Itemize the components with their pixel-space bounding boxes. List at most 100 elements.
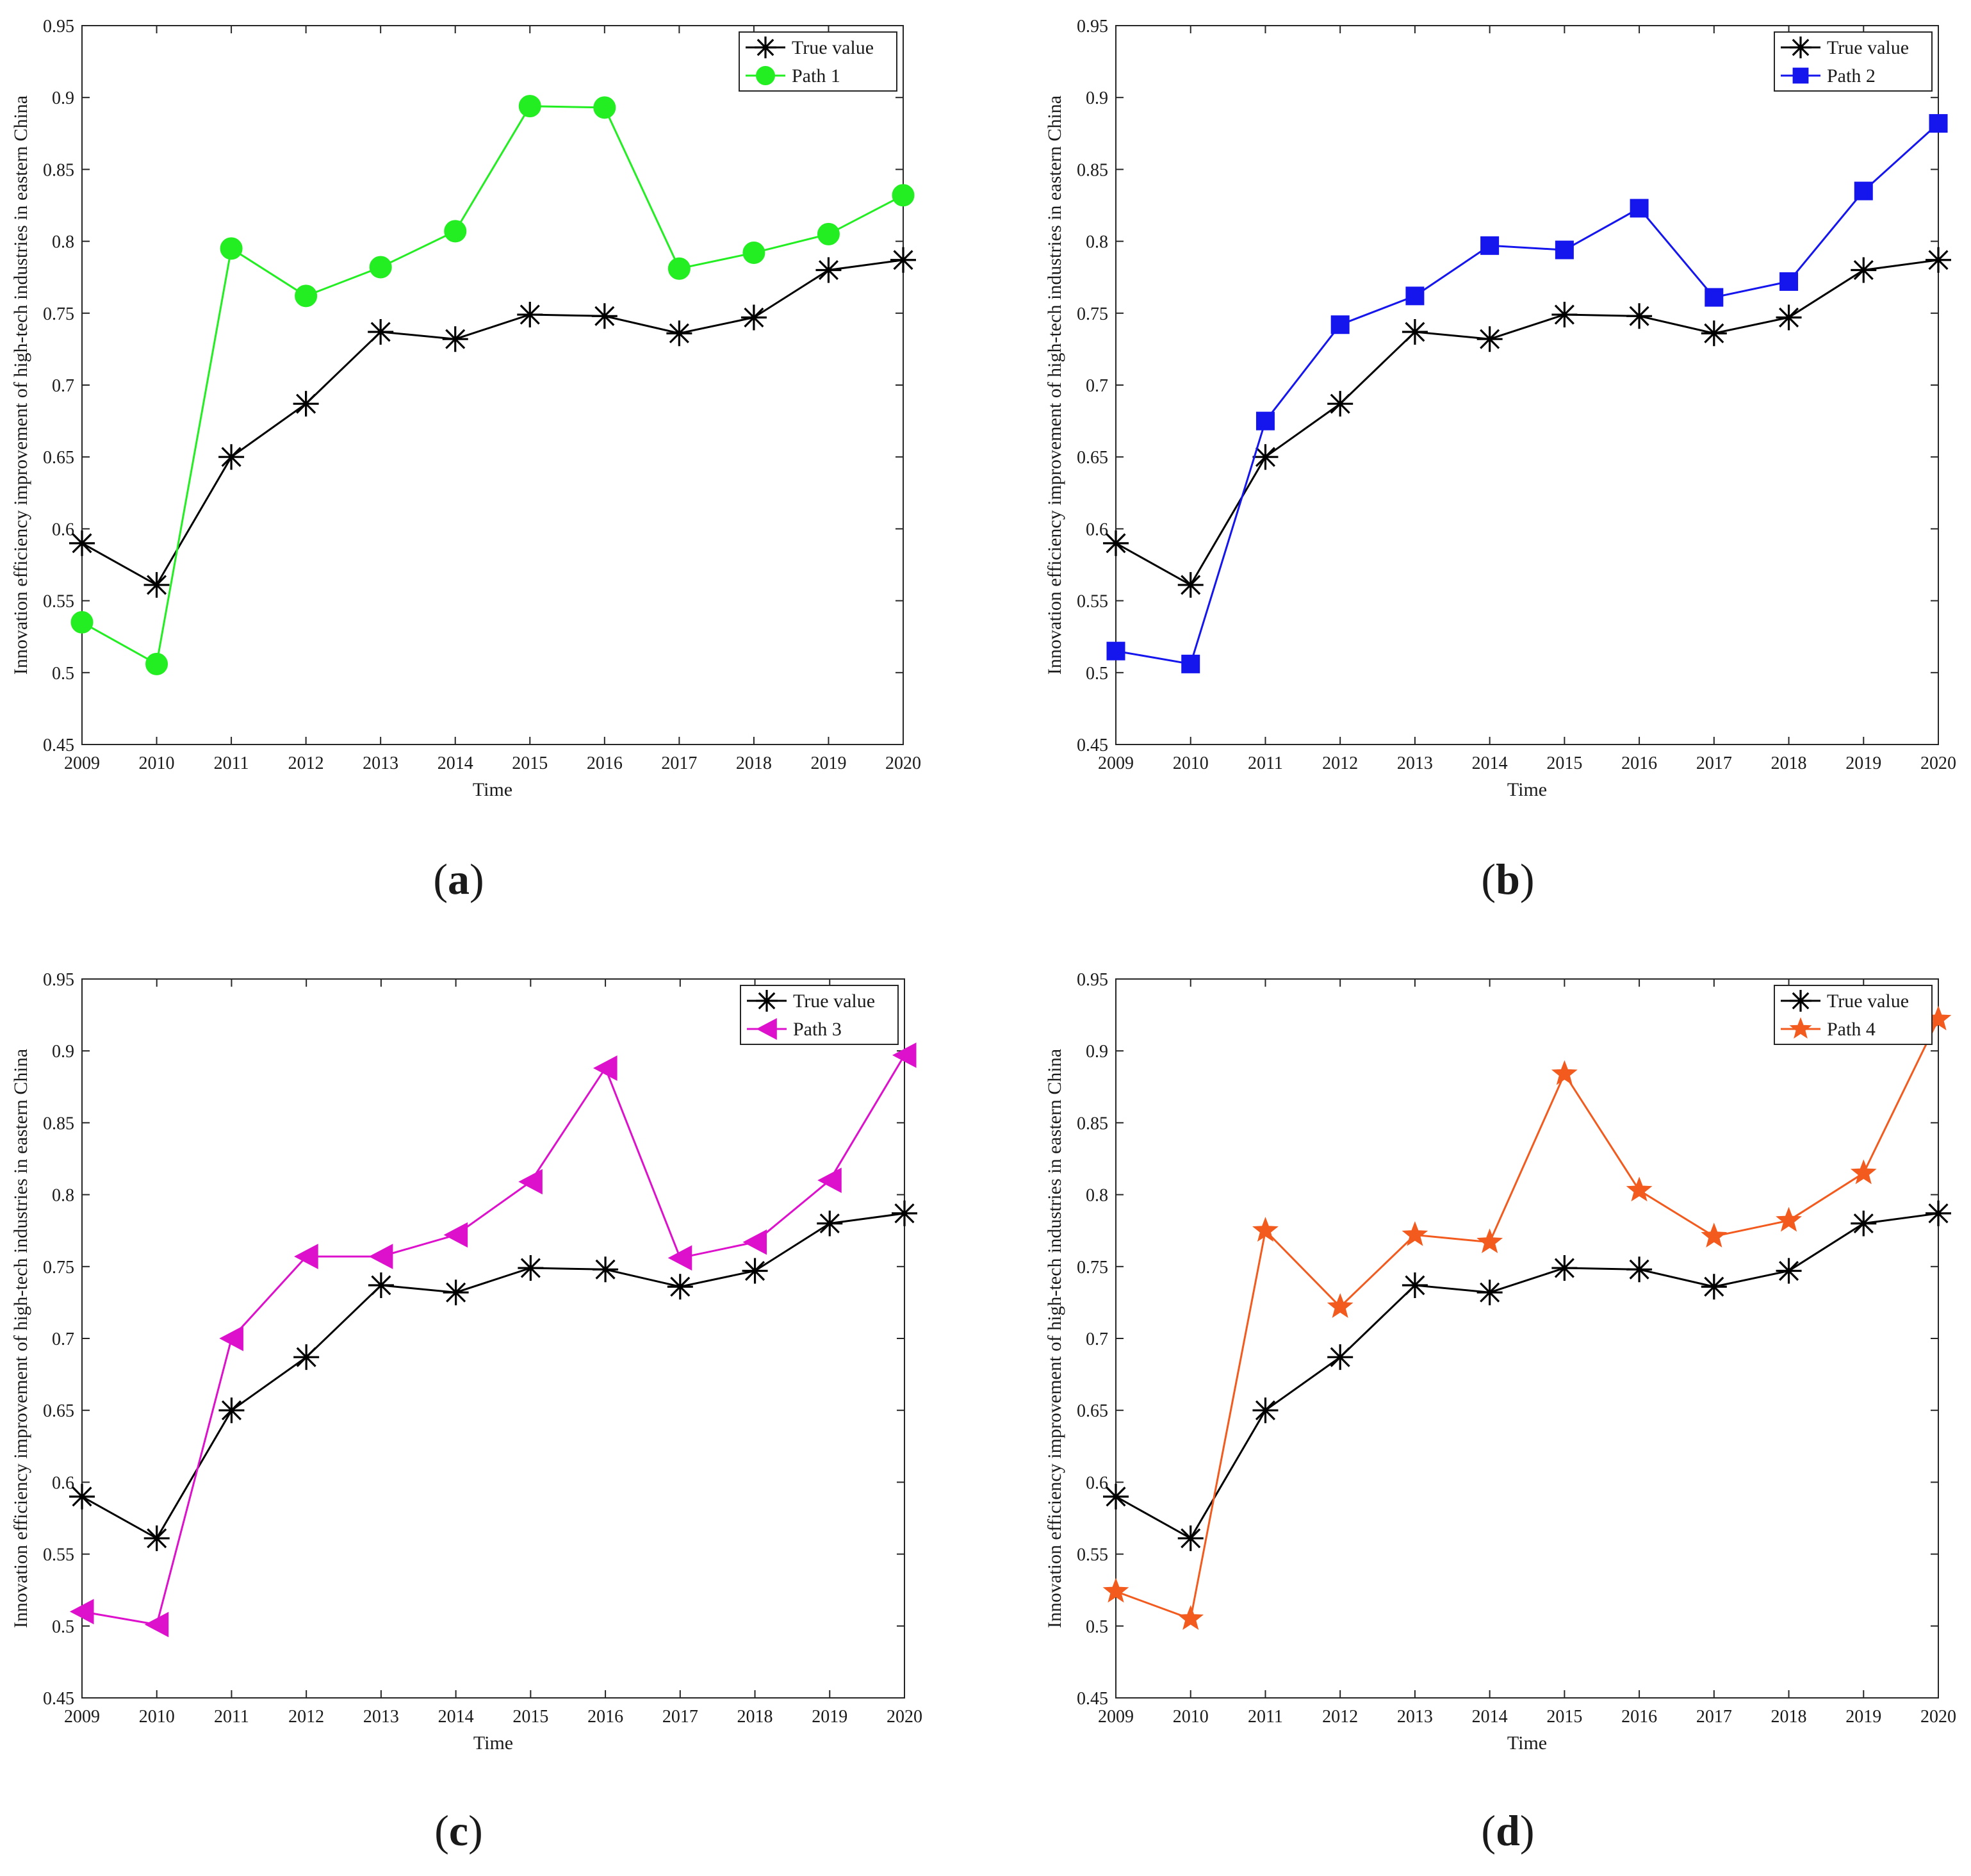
x-tick-label: 2009 bbox=[64, 753, 100, 773]
data-point-square bbox=[1106, 641, 1125, 661]
data-point-triangle-left bbox=[368, 1244, 393, 1269]
data-point-star bbox=[1327, 1293, 1354, 1318]
plot-area bbox=[81, 978, 905, 1699]
x-tick-label: 2009 bbox=[1098, 753, 1134, 773]
chart-panel-d: 2009 2010 2011 2012 2013 2014 2015 2016 2017 2018… bbox=[1044, 970, 1956, 1855]
y-tick-label: 0.7 bbox=[1086, 1329, 1108, 1349]
x-tick-label: 2014 bbox=[438, 753, 473, 773]
x-tick-label: 2014 bbox=[1472, 753, 1508, 773]
x-tick-label: 2019 bbox=[810, 753, 846, 773]
data-point-square bbox=[1779, 272, 1799, 291]
data-point-triangle-left bbox=[742, 1229, 767, 1255]
x-tick-label: 2012 bbox=[288, 1707, 324, 1727]
data-point-circle bbox=[667, 257, 691, 280]
x-tick-label: 2017 bbox=[661, 753, 697, 773]
x-tick-label: 2015 bbox=[512, 1707, 548, 1727]
data-point-asterisk bbox=[517, 302, 543, 328]
x-tick-label: 2018 bbox=[1771, 753, 1807, 773]
data-point-asterisk bbox=[69, 1483, 95, 1510]
legend-label: Path 4 bbox=[1827, 1019, 1876, 1040]
y-tick-label: 0.45 bbox=[1077, 736, 1108, 755]
legend: True value Path 3 bbox=[740, 985, 899, 1045]
y-tick-label: 0.75 bbox=[1077, 304, 1108, 324]
data-point-asterisk bbox=[1476, 326, 1503, 352]
y-axis-title: Innovation efficiency improvement of hig… bbox=[1044, 95, 1065, 675]
y-tick-label: 0.55 bbox=[1077, 1545, 1108, 1565]
series-true-value bbox=[1103, 1200, 1951, 1551]
series-true-value bbox=[1103, 247, 1951, 598]
legend-marker-asterisk bbox=[1790, 37, 1812, 58]
x-tick-label: 2010 bbox=[1173, 753, 1209, 773]
x-tick-label: 2016 bbox=[587, 1707, 623, 1727]
x-axis-title: Time bbox=[1507, 779, 1547, 800]
data-point-asterisk bbox=[1103, 530, 1129, 556]
legend: True value Path 4 bbox=[1774, 985, 1933, 1045]
data-point-triangle-left bbox=[294, 1244, 318, 1269]
data-point-circle bbox=[817, 222, 840, 245]
plot-area bbox=[1115, 978, 1939, 1699]
series-line bbox=[81, 1212, 905, 1540]
data-point-asterisk bbox=[1926, 1200, 1951, 1226]
data-point-star bbox=[1402, 1221, 1428, 1246]
data-point-asterisk bbox=[892, 1200, 917, 1226]
y-tick-label: 0.75 bbox=[43, 1258, 74, 1278]
y-axis-title: Innovation efficiency improvement of hig… bbox=[10, 1049, 31, 1628]
data-point-asterisk bbox=[1402, 1272, 1428, 1298]
x-tick-label: 2020 bbox=[887, 1707, 922, 1727]
x-tick-label: 2019 bbox=[1845, 753, 1881, 773]
x-tick-label: 2016 bbox=[1621, 1707, 1657, 1727]
y-tick-label: 0.5 bbox=[1086, 1617, 1108, 1637]
data-point-asterisk bbox=[1851, 1210, 1877, 1237]
x-axis-title: Time bbox=[1507, 1732, 1547, 1754]
data-point-asterisk bbox=[1177, 1525, 1204, 1551]
series-line bbox=[81, 105, 904, 666]
series-line bbox=[1115, 1212, 1939, 1540]
data-point-star bbox=[1177, 1605, 1204, 1630]
data-point-asterisk bbox=[293, 1344, 320, 1370]
data-point-asterisk bbox=[143, 572, 170, 598]
data-point-asterisk bbox=[1402, 318, 1428, 345]
y-tick-label: 0.85 bbox=[1077, 160, 1108, 180]
data-point-asterisk bbox=[1327, 1344, 1354, 1370]
x-tick-label: 2015 bbox=[512, 753, 548, 773]
legend-label: Path 2 bbox=[1827, 65, 1876, 86]
data-point-asterisk bbox=[1327, 391, 1354, 417]
data-point-circle bbox=[295, 284, 318, 308]
data-point-asterisk bbox=[1626, 1256, 1653, 1283]
data-point-asterisk bbox=[443, 1279, 469, 1306]
data-point-asterisk bbox=[1851, 257, 1877, 283]
x-tick-label: 2011 bbox=[1248, 753, 1283, 773]
legend-label: True value bbox=[1827, 37, 1909, 58]
data-point-asterisk bbox=[368, 1272, 394, 1298]
data-point-triangle-left bbox=[69, 1599, 94, 1625]
y-tick-label: 0.95 bbox=[43, 970, 74, 990]
legend-label: True value bbox=[792, 37, 874, 58]
x-tick-label: 2016 bbox=[587, 753, 623, 773]
data-point-star bbox=[1476, 1228, 1503, 1253]
y-tick-label: 0.9 bbox=[52, 88, 74, 108]
data-point-star bbox=[1701, 1222, 1728, 1248]
x-tick-label: 2009 bbox=[64, 1707, 100, 1727]
y-tick-label: 0.6 bbox=[1086, 1473, 1108, 1493]
legend-label: True value bbox=[1827, 991, 1909, 1012]
x-tick-label: 2013 bbox=[1397, 753, 1433, 773]
panel-label: (b) bbox=[1481, 855, 1534, 903]
data-point-asterisk bbox=[740, 304, 767, 331]
y-tick-label: 0.6 bbox=[52, 1473, 74, 1493]
y-tick-label: 0.95 bbox=[43, 17, 74, 37]
data-point-asterisk bbox=[442, 326, 468, 352]
y-tick-label: 0.85 bbox=[1077, 1114, 1108, 1133]
data-point-asterisk bbox=[1551, 1255, 1578, 1281]
data-point-asterisk bbox=[817, 1210, 843, 1237]
legend: True value Path 2 bbox=[1774, 31, 1933, 92]
x-axis-title: Time bbox=[473, 779, 512, 800]
y-tick-label: 0.45 bbox=[1077, 1689, 1108, 1709]
legend-marker-square bbox=[1792, 67, 1809, 84]
series-true-value bbox=[69, 247, 916, 598]
data-point-asterisk bbox=[218, 444, 245, 470]
y-tick-label: 0.9 bbox=[1086, 1042, 1108, 1062]
panel-label: (a) bbox=[433, 855, 484, 903]
data-point-asterisk bbox=[1252, 444, 1279, 470]
x-tick-label: 2020 bbox=[1920, 753, 1956, 773]
